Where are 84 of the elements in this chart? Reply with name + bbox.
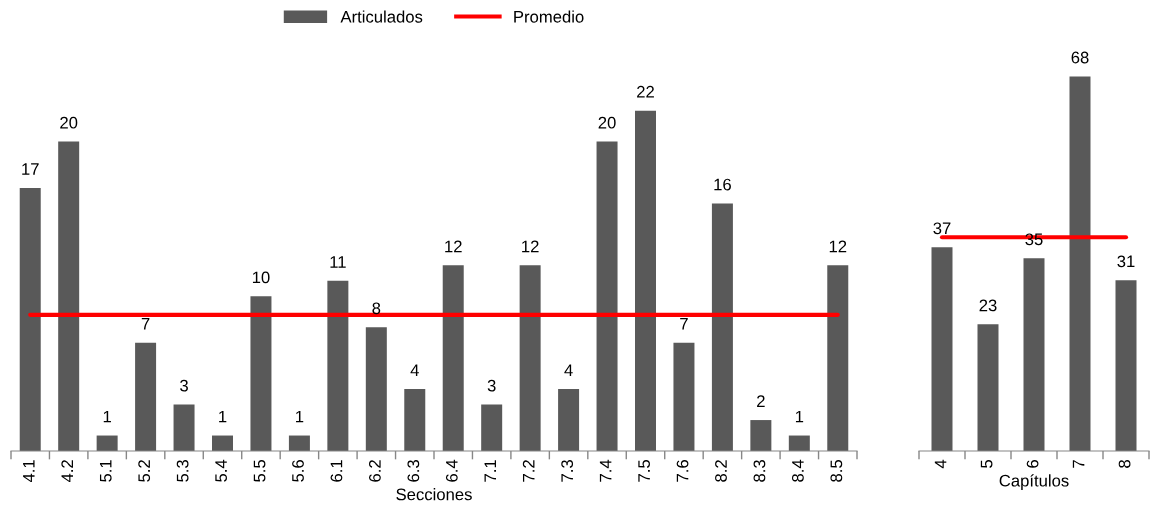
bar — [788, 435, 810, 451]
bar — [558, 389, 580, 451]
data-label: 4 — [564, 364, 573, 376]
x-tick-label: 5.6 — [292, 460, 304, 482]
x-tick-label: 8.4 — [791, 459, 804, 482]
bar — [173, 404, 195, 451]
legend-label: Articulados — [340, 10, 423, 23]
x-tick-label: 7.3 — [561, 460, 574, 482]
x-tick-label: 6.3 — [407, 460, 420, 482]
bar — [135, 342, 157, 451]
x-tick-label: 7.4 — [599, 459, 612, 482]
data-label: 12 — [522, 240, 539, 253]
bar — [327, 280, 349, 451]
x-tick-label: 7 — [1072, 460, 1085, 468]
x-tick-label: 5.3 — [176, 460, 189, 482]
bar — [596, 141, 618, 451]
bar — [1023, 258, 1045, 451]
data-label: 16 — [714, 178, 731, 191]
legend-label: Promedio — [514, 10, 584, 23]
data-label: 4 — [410, 364, 419, 376]
x-tick-label: 4.2 — [61, 460, 73, 483]
bar — [711, 203, 733, 451]
data-label: 8 — [372, 302, 381, 315]
bar — [1069, 76, 1091, 451]
bar — [750, 420, 772, 451]
data-label: 20 — [598, 116, 616, 129]
bar — [96, 435, 118, 451]
x-tick-label: 5.2 — [138, 460, 151, 482]
bar — [481, 404, 503, 451]
data-label: 11 — [330, 256, 346, 268]
bar — [442, 265, 464, 451]
data-label: 1 — [103, 410, 111, 423]
data-label: 68 — [1071, 51, 1089, 64]
bar — [365, 327, 387, 451]
x-tick-label: 4 — [934, 459, 947, 469]
data-label: 23 — [979, 299, 997, 312]
x-tick-label: 6.1 — [330, 460, 343, 482]
bar — [931, 247, 953, 451]
data-label: 1 — [219, 410, 227, 423]
x-axis-title: Capítulos — [999, 474, 1069, 490]
x-tick-label: 7.6 — [676, 460, 689, 482]
data-label: 3 — [180, 379, 188, 392]
data-label: 22 — [637, 85, 654, 98]
bar — [404, 389, 426, 451]
x-tick-label: 8.5 — [830, 460, 843, 482]
data-label: 10 — [252, 271, 270, 284]
x-tick-label: 8.2 — [715, 460, 727, 482]
x-tick-label: 8.3 — [753, 460, 766, 482]
data-label: 1 — [795, 410, 804, 423]
x-tick-label: 5.1 — [99, 460, 112, 482]
bar — [977, 324, 999, 451]
data-label: 7 — [141, 318, 150, 330]
x-tick-label: 8 — [1118, 460, 1131, 468]
data-label: 37 — [933, 222, 951, 235]
x-tick-label: 6.4 — [445, 459, 458, 482]
data-label: 2 — [757, 395, 765, 407]
bar — [250, 296, 272, 451]
data-label: 1 — [296, 410, 304, 423]
bar — [212, 435, 233, 451]
data-label: 3 — [487, 379, 496, 392]
bar — [827, 265, 849, 451]
x-tick-label: 5.5 — [253, 460, 266, 482]
x-axis-title: Secciones — [396, 488, 472, 501]
x-tick-label: 7.5 — [638, 460, 650, 482]
x-tick-label: 6 — [1026, 460, 1039, 468]
x-tick-label: 7.2 — [522, 460, 535, 482]
bar — [288, 435, 310, 451]
data-label: 17 — [22, 163, 39, 175]
bar — [673, 342, 695, 451]
data-label: 12 — [829, 240, 847, 253]
data-label: 31 — [1117, 255, 1135, 268]
data-label: 20 — [60, 116, 78, 129]
x-tick-label: 5 — [980, 460, 993, 468]
bar — [58, 141, 80, 451]
data-label: 12 — [445, 240, 462, 253]
bar — [635, 110, 656, 451]
bar — [19, 188, 41, 451]
x-tick-label: 4.1 — [23, 460, 35, 483]
data-label: 7 — [680, 318, 688, 330]
x-tick-label: 5.4 — [215, 459, 227, 482]
x-tick-label: 7.1 — [484, 460, 496, 482]
bar — [519, 265, 541, 451]
bar — [1115, 280, 1137, 451]
x-tick-label: 6.2 — [368, 460, 381, 482]
